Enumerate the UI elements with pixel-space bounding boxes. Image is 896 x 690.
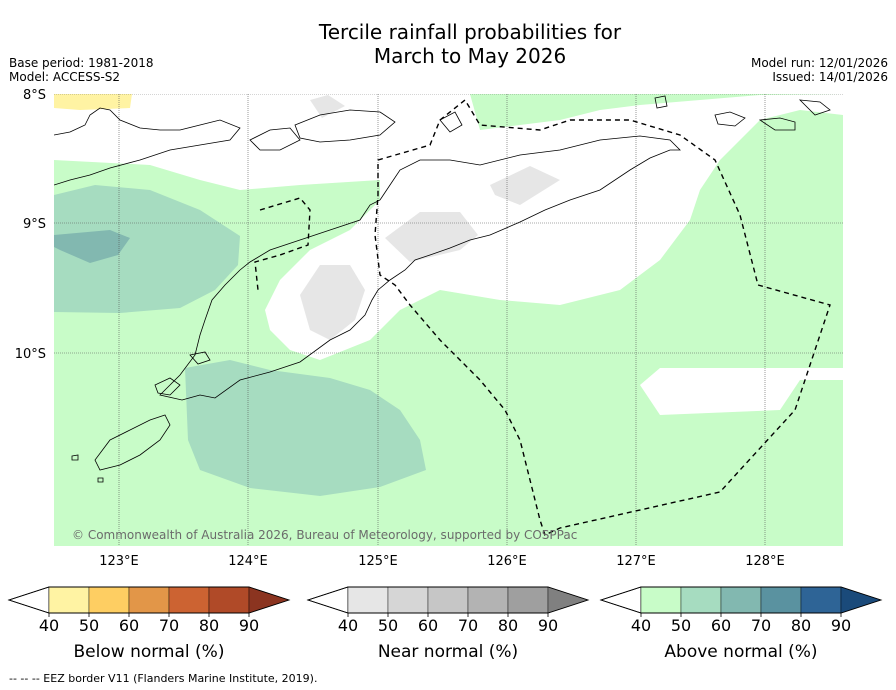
colorbar-tick-label: 90 bbox=[831, 616, 851, 635]
lat-label-10s: 10°S bbox=[15, 347, 46, 362]
colorbar-tick-label: 80 bbox=[199, 616, 219, 635]
colorbar-tick-label: 70 bbox=[159, 616, 179, 635]
colorbar-tick-label: 70 bbox=[458, 616, 478, 635]
colorbar-label: Above normal (%) bbox=[664, 642, 817, 662]
colorbar-under-triangle bbox=[599, 586, 642, 614]
lon-label-128e: 128°E bbox=[745, 554, 785, 569]
graticule bbox=[54, 94, 843, 546]
no-dominant-region-north bbox=[54, 94, 470, 130]
colorbar-swatch bbox=[800, 586, 842, 614]
colorbar-tick-label: 60 bbox=[119, 616, 139, 635]
colorbars: 40 50 60 70 80 90 Below normal (%) 40 50 60 70 80 90… bbox=[7, 586, 883, 662]
colorbar-tick-label: 50 bbox=[378, 616, 398, 635]
colorbar-0: 40 50 60 70 80 90 Below normal (%) bbox=[7, 586, 291, 662]
eez-border-timor-leste bbox=[374, 98, 831, 536]
title-line-1: Tercile rainfall probabilities for bbox=[318, 20, 622, 44]
near-normal-patch-1 bbox=[310, 95, 345, 118]
colorbar-tick-label: 70 bbox=[751, 616, 771, 635]
colorbar-swatch bbox=[427, 586, 469, 614]
colorbar-tick-label: 80 bbox=[498, 616, 518, 635]
above-normal-50-region-south bbox=[185, 360, 426, 496]
colorbar-swatch bbox=[88, 586, 130, 614]
above-normal-50-region-west bbox=[54, 185, 240, 313]
colorbar-2: 40 50 60 70 80 90 Above normal (%) bbox=[599, 586, 883, 662]
longitude-labels: 123°E 124°E 125°E 126°E 127°E 128°E bbox=[99, 554, 785, 569]
colorbar-swatch bbox=[507, 586, 549, 614]
colorbar-1: 40 50 60 70 80 90 Near normal (%) bbox=[306, 586, 590, 662]
below-normal-patch bbox=[54, 94, 132, 110]
colorbar-swatch bbox=[208, 586, 250, 614]
eez-border-west bbox=[254, 197, 311, 291]
colorbar-label: Below normal (%) bbox=[74, 642, 225, 662]
colorbar-tick-label: 40 bbox=[631, 616, 651, 635]
colorbar-swatch bbox=[347, 586, 389, 614]
coastlines bbox=[54, 95, 831, 483]
colorbar-under-triangle bbox=[7, 586, 50, 614]
colorbar-tick-label: 90 bbox=[239, 616, 259, 635]
colorbar-tick-label: 80 bbox=[791, 616, 811, 635]
latitude-labels: 8°S 9°S 10°S bbox=[15, 88, 46, 362]
colorbar-label: Near normal (%) bbox=[378, 642, 518, 662]
meta-left: Base period: 1981-2018 Model: ACCESS-S2 bbox=[9, 56, 154, 84]
colorbar-swatch bbox=[640, 586, 682, 614]
colorbar-tick-label: 40 bbox=[338, 616, 358, 635]
lon-label-126e: 126°E bbox=[487, 554, 527, 569]
near-normal-patch-3 bbox=[385, 212, 478, 262]
colorbar-swatch bbox=[680, 586, 722, 614]
colorbar-swatch bbox=[547, 586, 589, 614]
colorbar-swatch bbox=[48, 586, 90, 614]
near-normal-patch-2 bbox=[490, 166, 560, 205]
lon-label-125e: 125°E bbox=[358, 554, 398, 569]
lon-label-127e: 127°E bbox=[616, 554, 656, 569]
colorbar-swatch bbox=[387, 586, 429, 614]
colorbar-swatch bbox=[168, 586, 210, 614]
colorbar-swatch bbox=[248, 586, 290, 614]
title-line-2: March to May 2026 bbox=[373, 44, 567, 68]
lat-label-9s: 9°S bbox=[23, 217, 46, 232]
meta-right: Model run: 12/01/2026 Issued: 14/01/2026 bbox=[751, 56, 888, 84]
base-period: Base period: 1981-2018 bbox=[9, 56, 154, 70]
colorbar-tick-label: 40 bbox=[39, 616, 59, 635]
colorbar-swatch bbox=[720, 586, 762, 614]
eez-footnote: -- -- -- EEZ border V11 (Flanders Marine… bbox=[9, 672, 318, 685]
issued-date: Issued: 14/01/2026 bbox=[772, 70, 888, 84]
colorbar-swatch bbox=[128, 586, 170, 614]
colorbar-swatch bbox=[760, 586, 802, 614]
colorbar-tick-label: 50 bbox=[79, 616, 99, 635]
no-dominant-region-east bbox=[640, 368, 843, 415]
near-normal-patch-4 bbox=[300, 265, 365, 340]
colorbar-tick-label: 50 bbox=[671, 616, 691, 635]
colorbar-under-triangle bbox=[306, 586, 349, 614]
lon-label-124e: 124°E bbox=[228, 554, 268, 569]
map-area: © Commonwealth of Australia 2026, Bureau… bbox=[54, 94, 843, 546]
map-title: Tercile rainfall probabilities for March… bbox=[0, 20, 896, 68]
colorbar-tick-label: 90 bbox=[538, 616, 558, 635]
lon-label-123e: 123°E bbox=[99, 554, 139, 569]
colorbar-swatch bbox=[840, 586, 882, 614]
model-name: Model: ACCESS-S2 bbox=[9, 70, 121, 84]
copyright-notice: © Commonwealth of Australia 2026, Bureau… bbox=[72, 528, 577, 542]
above-normal-60-region bbox=[54, 230, 130, 263]
colorbar-tick-label: 60 bbox=[418, 616, 438, 635]
lat-label-8s: 8°S bbox=[23, 88, 46, 103]
colorbar-swatch bbox=[467, 586, 509, 614]
colorbar-tick-label: 60 bbox=[711, 616, 731, 635]
model-run: Model run: 12/01/2026 bbox=[750, 56, 888, 70]
